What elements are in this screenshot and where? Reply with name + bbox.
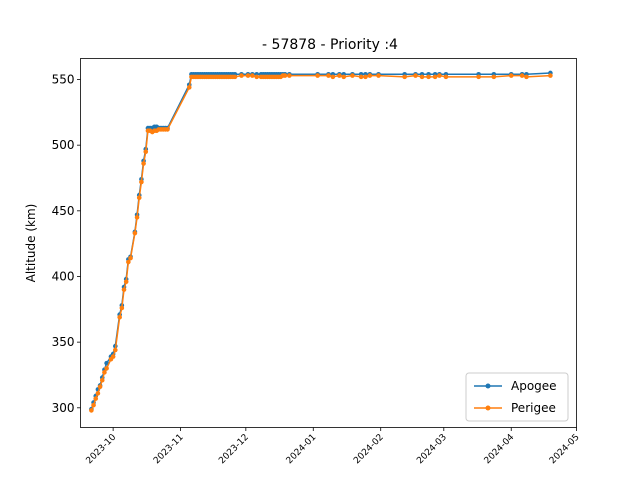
data-point-perigee bbox=[165, 127, 170, 132]
data-point-perigee bbox=[350, 73, 355, 78]
data-point-perigee bbox=[363, 74, 368, 80]
data-point-perigee bbox=[97, 384, 103, 390]
data-point-perigee bbox=[341, 74, 347, 80]
y-axis-label: Altitude (km) bbox=[24, 204, 38, 283]
legend-label-apogee: Apogee bbox=[511, 379, 557, 393]
legend-box bbox=[465, 372, 569, 422]
y-axis: 300 350 400 450 500 550 bbox=[52, 73, 81, 415]
series-layer bbox=[89, 70, 553, 413]
y-tick-label: 500 bbox=[52, 138, 75, 152]
y-tick-label: 550 bbox=[52, 73, 75, 87]
y-tick-label: 300 bbox=[52, 401, 75, 415]
y-tick-label: 400 bbox=[52, 269, 75, 283]
data-point-perigee bbox=[491, 74, 497, 80]
legend-marker-apogee bbox=[485, 383, 491, 389]
data-point-perigee bbox=[117, 314, 122, 320]
data-point-perigee bbox=[413, 73, 418, 78]
data-point-perigee bbox=[141, 161, 146, 166]
data-point-perigee bbox=[95, 391, 101, 396]
data-point-perigee bbox=[134, 215, 140, 220]
data-point-perigee bbox=[287, 73, 292, 78]
data-point-perigee bbox=[91, 402, 96, 408]
data-point-perigee bbox=[128, 255, 133, 261]
plot-frame bbox=[80, 58, 577, 428]
data-point-perigee bbox=[132, 230, 138, 236]
data-point-perigee bbox=[548, 73, 553, 78]
data-point-perigee bbox=[93, 396, 99, 401]
data-point-perigee bbox=[250, 73, 255, 78]
data-point-perigee bbox=[102, 370, 107, 375]
y-tick-label: 350 bbox=[52, 335, 75, 349]
data-point-perigee bbox=[315, 73, 320, 78]
data-point-perigee bbox=[367, 73, 373, 78]
data-point-perigee bbox=[89, 408, 94, 413]
chart-title: - 57878 - Priority :4 bbox=[262, 37, 398, 53]
data-point-perigee bbox=[443, 74, 449, 80]
legend-marker-perigee bbox=[485, 405, 491, 411]
data-point-perigee bbox=[376, 73, 381, 78]
data-point-perigee bbox=[254, 74, 260, 80]
data-point-perigee bbox=[232, 74, 238, 80]
data-point-perigee bbox=[402, 74, 407, 80]
data-point-perigee bbox=[123, 279, 129, 285]
data-point-perigee bbox=[330, 74, 336, 80]
data-point-perigee bbox=[121, 287, 127, 292]
data-point-perigee bbox=[136, 195, 142, 200]
data-point-perigee bbox=[326, 73, 331, 78]
data-point-perigee bbox=[432, 74, 438, 80]
data-point-perigee bbox=[139, 179, 144, 185]
data-point-perigee bbox=[437, 73, 442, 78]
data-point-perigee bbox=[245, 73, 251, 78]
data-point-perigee bbox=[113, 347, 118, 353]
legend: Apogee Perigee bbox=[465, 372, 569, 422]
data-point-perigee bbox=[476, 74, 481, 80]
data-point-perigee bbox=[519, 73, 525, 78]
data-point-perigee bbox=[524, 74, 529, 80]
data-point-perigee bbox=[337, 73, 342, 78]
data-point-perigee bbox=[143, 149, 149, 155]
data-point-perigee bbox=[126, 259, 131, 265]
data-point-perigee bbox=[282, 73, 288, 78]
data-point-perigee bbox=[119, 305, 125, 311]
data-point-perigee bbox=[104, 366, 109, 371]
data-point-perigee bbox=[186, 85, 192, 90]
data-point-perigee bbox=[426, 74, 431, 80]
legend-label-perigee: Perigee bbox=[511, 401, 556, 415]
data-point-perigee bbox=[239, 73, 244, 78]
data-point-perigee bbox=[508, 73, 514, 78]
data-point-perigee bbox=[419, 74, 425, 80]
y-tick-label: 450 bbox=[52, 204, 75, 218]
data-point-perigee bbox=[358, 74, 364, 80]
data-point-perigee bbox=[110, 354, 116, 359]
data-point-perigee bbox=[99, 377, 105, 383]
